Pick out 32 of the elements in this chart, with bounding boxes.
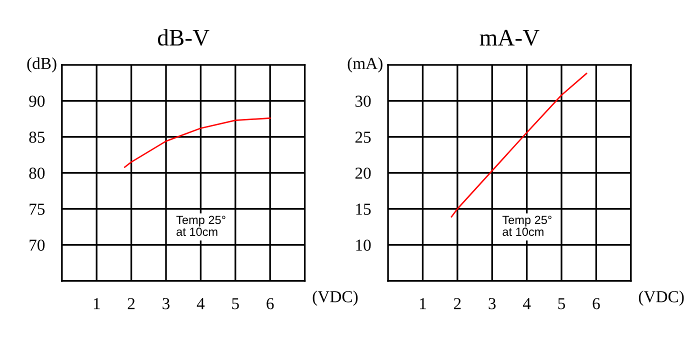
y-tick-label: 10	[356, 240, 371, 251]
x-tick-label: 5	[232, 298, 239, 310]
x-tick-label: 1	[420, 298, 426, 310]
annotation: Temp 25° at 10cm	[502, 216, 552, 236]
y-axis-title: (mA)	[348, 57, 382, 72]
x-tick-label: 5	[558, 298, 566, 310]
y-tick-label: 80	[29, 168, 45, 179]
x-tick-label: 4	[522, 298, 531, 310]
chart-title: mA-V	[480, 30, 540, 46]
x-tick-label: 6	[266, 298, 274, 310]
x-tick-label: 2	[128, 298, 135, 310]
x-tick-label: 3	[488, 298, 496, 310]
annotation: Temp 25° at 10cm	[176, 216, 226, 236]
x-tick-label: 6	[592, 298, 600, 310]
y-tick-label: 70	[30, 240, 45, 251]
y-tick-label: 75	[30, 204, 45, 215]
y-tick-label: 25	[355, 132, 371, 143]
y-axis-title: (dB)	[27, 57, 56, 72]
line-series	[450, 72, 588, 218]
line-series	[124, 117, 271, 168]
y-tick-label: 20	[355, 168, 371, 179]
y-tick-label: 30	[355, 96, 371, 107]
y-tick-label: 85	[29, 132, 45, 143]
x-tick-label: 3	[162, 298, 170, 310]
x-axis-title: (VDC)	[638, 290, 684, 306]
x-tick-label: 2	[454, 298, 461, 310]
chart-title: dB-V	[158, 29, 210, 46]
y-tick-label: 15	[356, 204, 371, 215]
x-axis-title: (VDC)	[312, 290, 358, 306]
y-tick-label: 90	[29, 96, 45, 107]
x-tick-label: 1	[94, 298, 100, 310]
x-tick-label: 4	[196, 298, 205, 310]
